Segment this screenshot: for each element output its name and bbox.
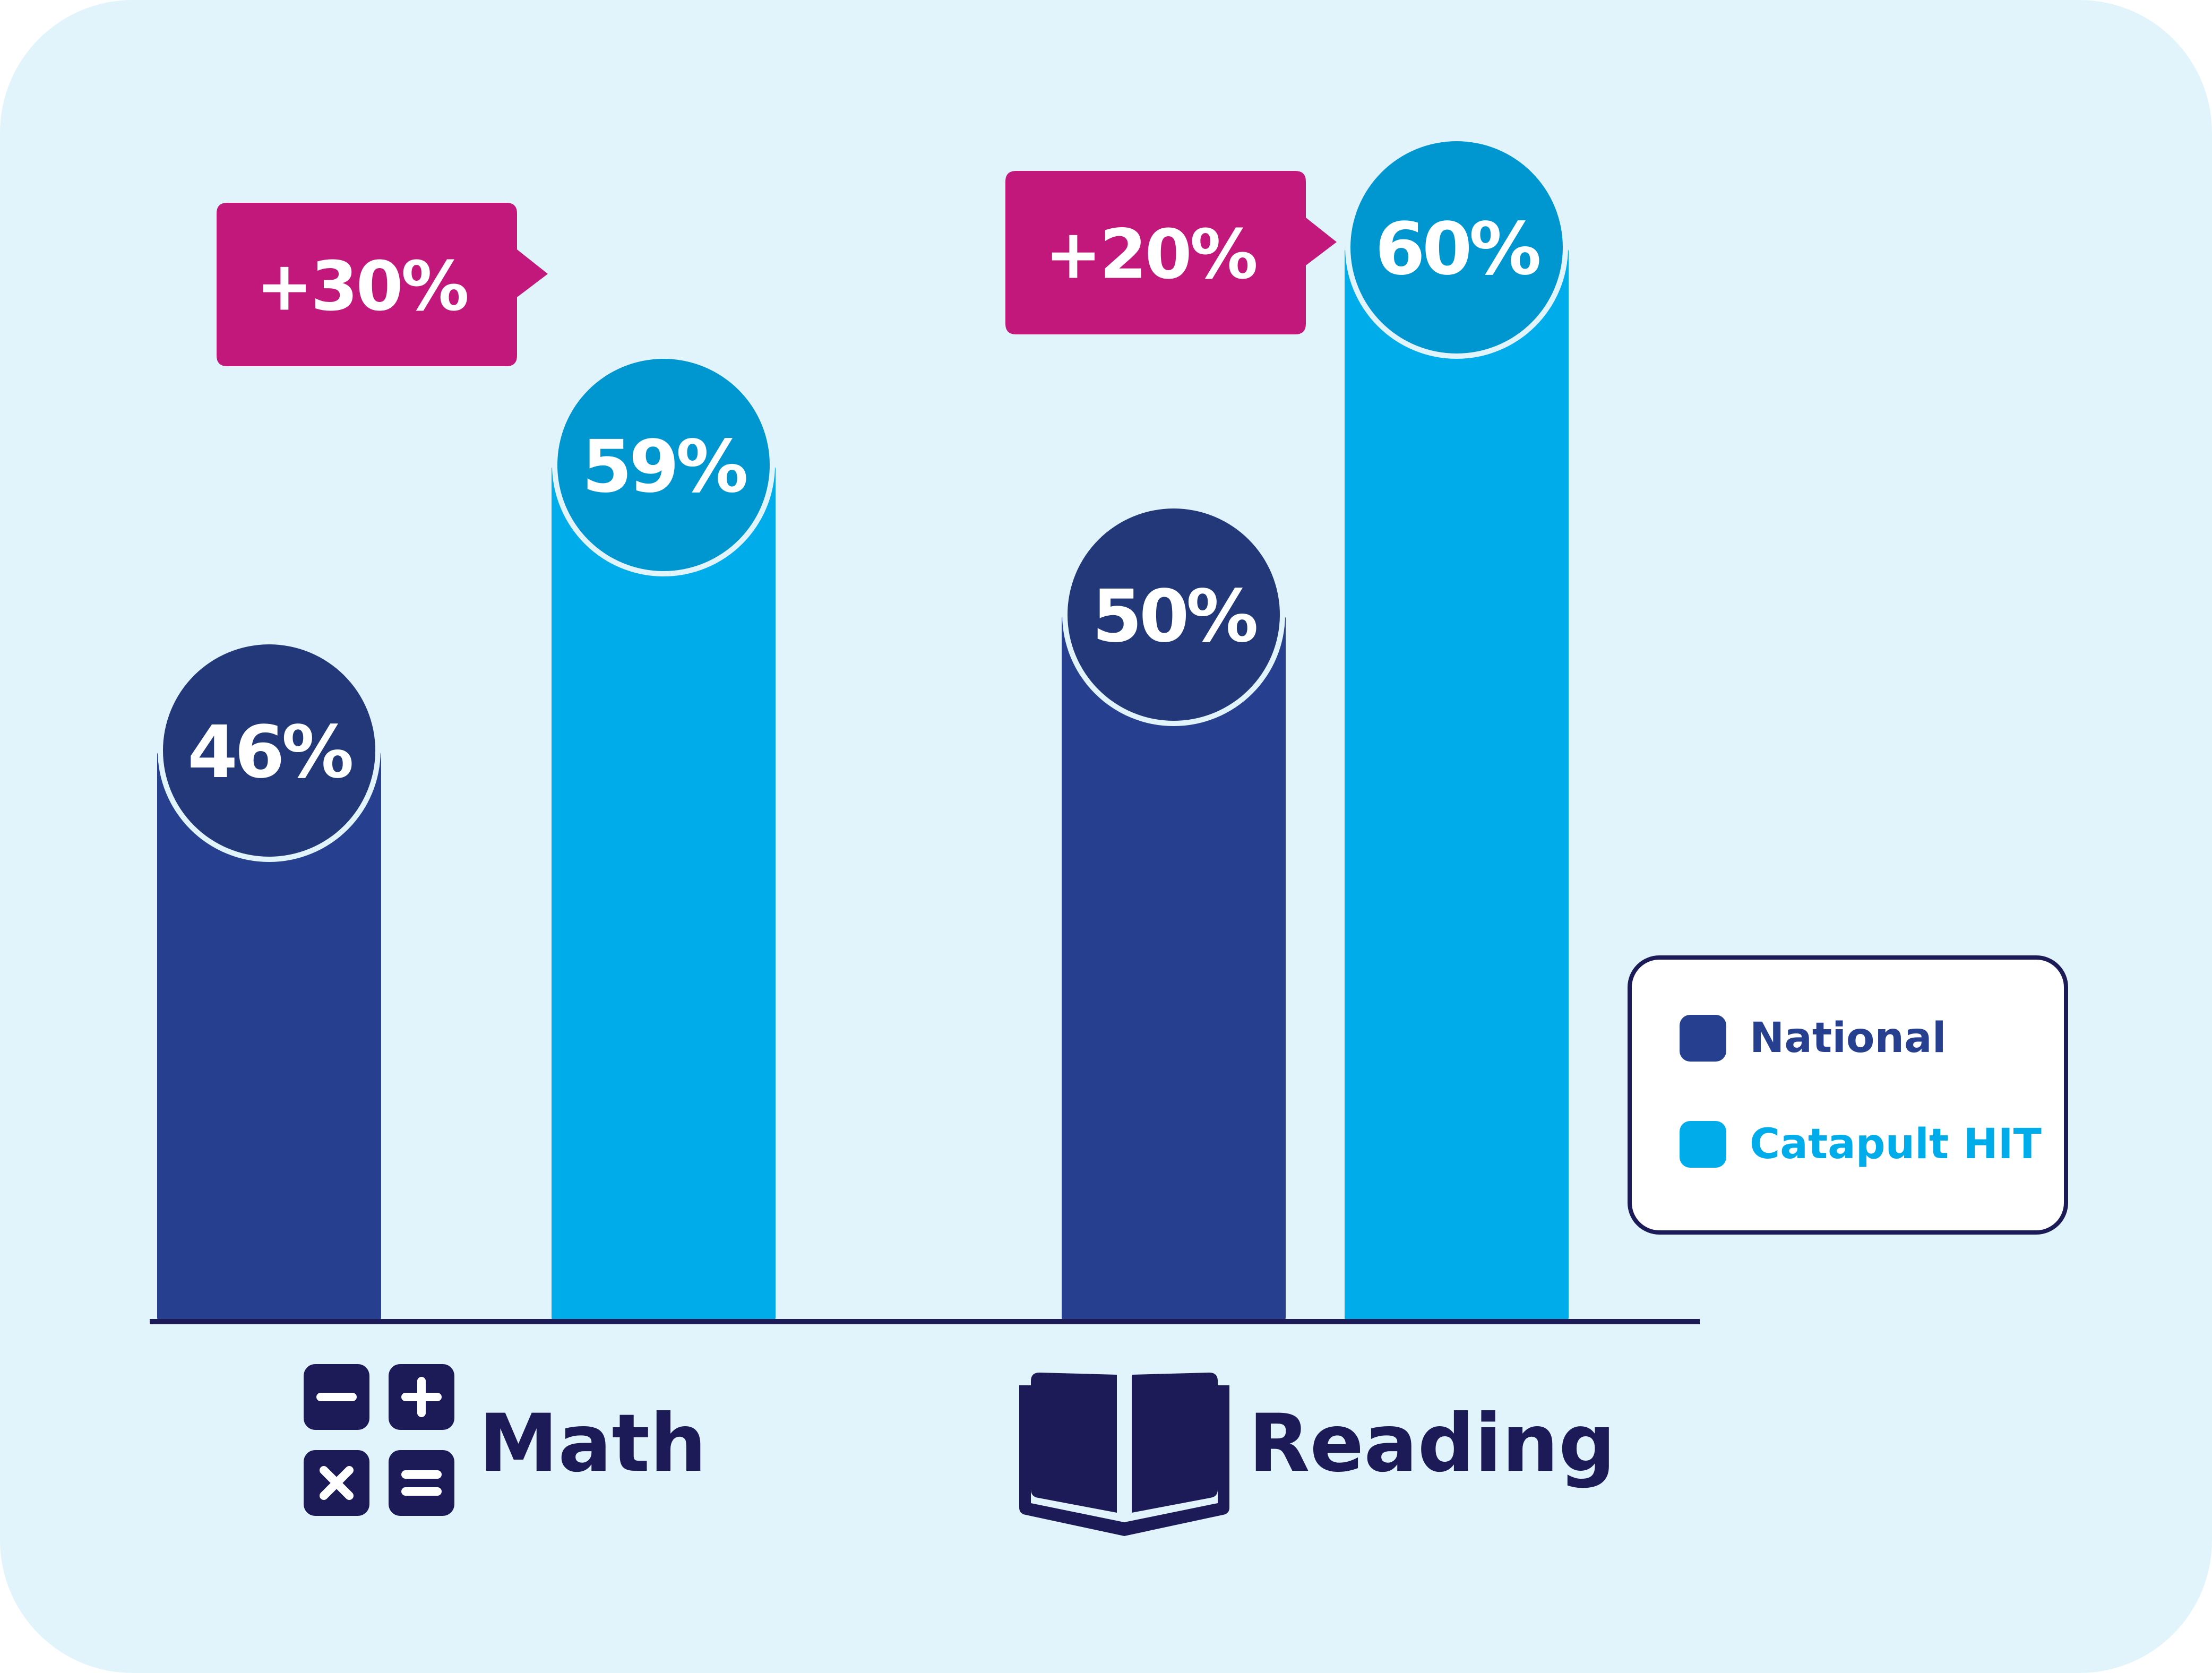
data-label-catapult-hit-math: 59% — [582, 425, 746, 509]
legend-item-national: National — [1680, 1013, 2064, 1063]
legend-label-catapult-hit: Catapult HIT — [1750, 1120, 2042, 1168]
category-math: Math — [304, 1364, 707, 1516]
category-reading: Reading — [1019, 1373, 1615, 1536]
callout-reading — [1005, 171, 1337, 334]
category-label-reading: Reading — [1249, 1398, 1615, 1490]
legend-swatch-national — [1680, 1014, 1726, 1062]
legend-swatch-catapult-hit — [1680, 1120, 1726, 1168]
data-label-national-reading: 50% — [1092, 575, 1256, 659]
bar-cap-national-reading — [1068, 508, 1280, 721]
bar-national-reading — [1062, 615, 1286, 1322]
callout-math-text: +30% — [256, 247, 467, 326]
bar-national-math — [157, 751, 381, 1322]
bar-cap-national-math — [163, 644, 375, 857]
bar-catapult-hit-reading — [1345, 247, 1569, 1322]
legend: National Catapult HIT — [1628, 955, 2068, 1235]
calculator-icon — [304, 1364, 454, 1516]
bar-cap-catapult-hit-reading — [1350, 141, 1563, 353]
bar-catapult-hit-math — [552, 465, 776, 1322]
legend-item-catapult-hit: Catapult HIT — [1680, 1119, 2064, 1169]
data-label-catapult-hit-reading: 60% — [1375, 208, 1539, 291]
legend-label-national: National — [1750, 1014, 1947, 1062]
callout-reading-text: +20% — [1045, 215, 1256, 295]
open-book-icon — [1019, 1373, 1229, 1536]
data-label-national-math: 46% — [187, 711, 351, 795]
callout-math — [217, 203, 548, 366]
category-label-math: Math — [479, 1398, 707, 1490]
bar-cap-catapult-hit-math — [557, 359, 770, 571]
